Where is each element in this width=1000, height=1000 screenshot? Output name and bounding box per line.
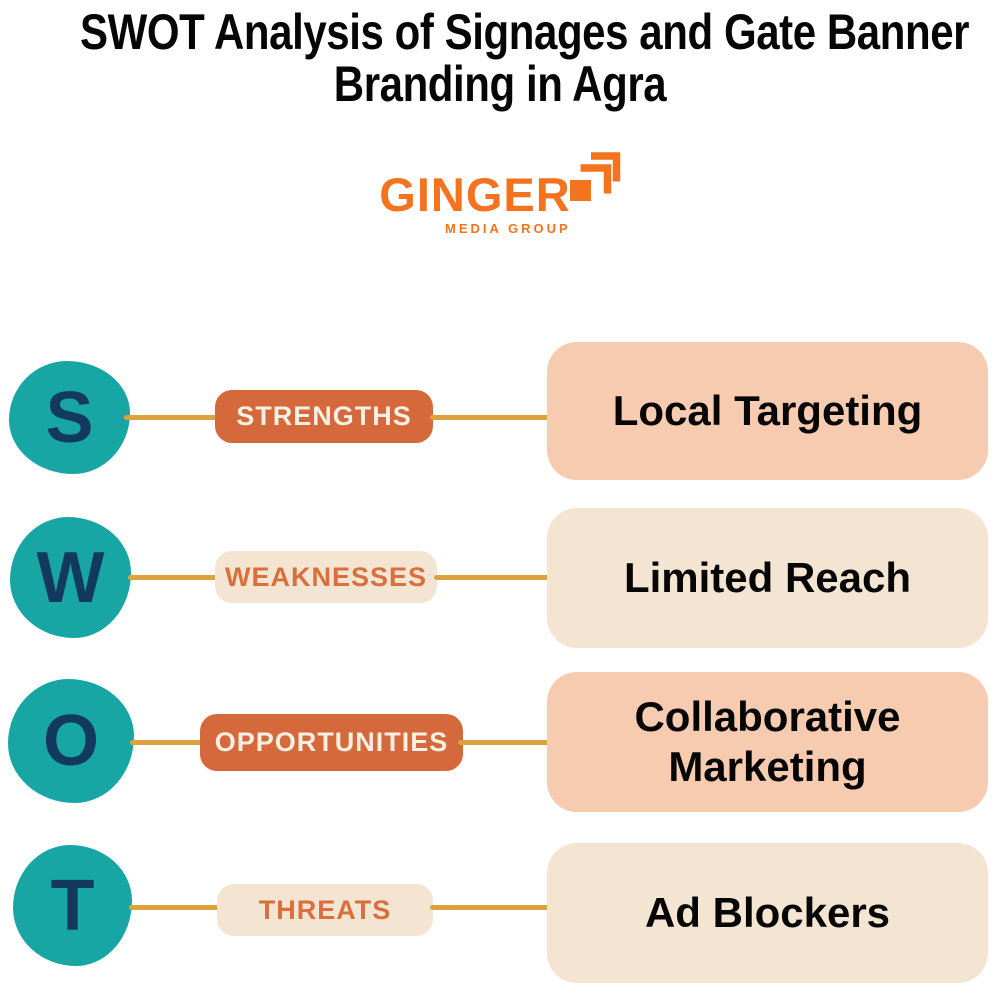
value-box-opportunities: Collaborative Marketing [547, 672, 988, 812]
letter-t: T [50, 865, 95, 946]
letter-w: W [36, 537, 105, 618]
connector-line [128, 575, 218, 580]
value-box-strengths: Local Targeting [547, 342, 988, 480]
label-threats: THREATS [258, 894, 392, 925]
connector-line [430, 905, 550, 910]
value-box-weaknesses: Limited Reach [547, 508, 988, 648]
label-weaknesses: WEAKNESSES [224, 561, 428, 592]
connector-line [130, 740, 206, 745]
value-strengths: Local Targeting [612, 387, 923, 435]
connector-line [129, 905, 221, 910]
letter-s: S [45, 377, 94, 458]
value-opportunities: Collaborative Marketing [634, 693, 901, 790]
page-title: SWOT Analysis of Signages and Gate Banne… [0, 6, 1000, 110]
logo-wordmark: GINGER [379, 168, 571, 221]
letter-o: O [42, 701, 99, 781]
value-weaknesses: Limited Reach [623, 554, 912, 602]
connector-line [458, 740, 550, 745]
label-pill-weaknesses: WEAKNESSES [215, 551, 437, 603]
page-title-line-1: SWOT Analysis of Signages and Gate Banne… [80, 4, 970, 60]
page-title-line-2: Branding in Agra [333, 56, 667, 112]
connector-line [434, 575, 550, 580]
connector-line [430, 415, 550, 420]
letter-circle-t: T [13, 845, 132, 966]
label-opportunities: OPPORTUNITIES [214, 727, 449, 757]
connector-line [124, 415, 222, 420]
value-threats: Ad Blockers [644, 889, 891, 937]
logo-row: GINGER [379, 150, 620, 218]
letter-circle-o: O [8, 679, 134, 803]
stacked-squares-icon [569, 152, 620, 201]
label-pill-opportunities: OPPORTUNITIES [200, 714, 463, 771]
logo-tagline: MEDIA GROUP [445, 221, 571, 236]
label-pill-threats: THREATS [217, 884, 433, 936]
ginger-media-group-logo: GINGER MEDIA GROUP [0, 150, 1000, 236]
label-strengths: STRENGTHS [236, 401, 412, 431]
letter-circle-w: W [10, 517, 131, 638]
letter-circle-s: S [9, 361, 130, 474]
value-box-threats: Ad Blockers [547, 843, 988, 983]
label-pill-strengths: STRENGTHS [215, 390, 433, 443]
logo-inner: GINGER MEDIA GROUP [379, 150, 620, 236]
